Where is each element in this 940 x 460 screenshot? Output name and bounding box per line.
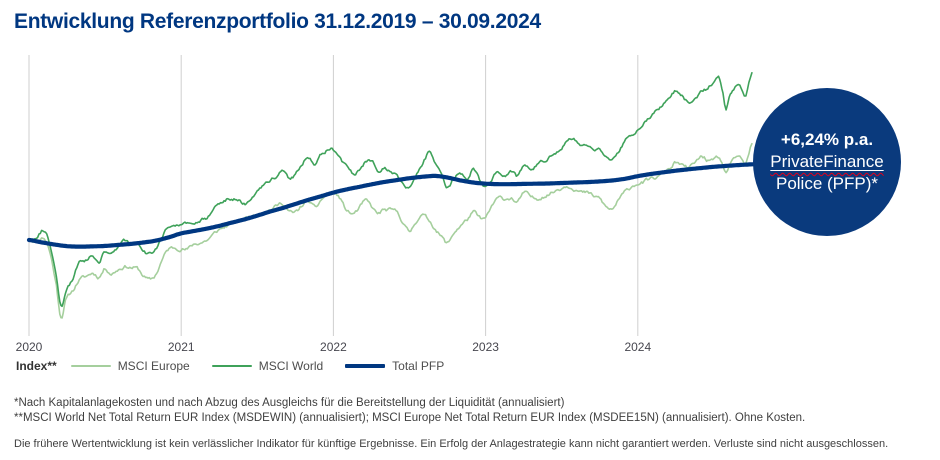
chart-legend: Index** MSCI Europe MSCI World Total PFP: [16, 359, 466, 373]
legend-label-msci-europe: MSCI Europe: [117, 359, 190, 373]
legend-label-msci-world: MSCI World: [258, 359, 324, 373]
total-pfp-swatch-icon: [345, 364, 386, 368]
performance-badge: +6,24% p.a. PrivateFinance Police (PFP)*: [753, 88, 901, 236]
legend-title: Index**: [16, 359, 57, 373]
msci-world-swatch-icon: [211, 365, 252, 367]
x-axis-label-2022: 2022: [320, 340, 347, 354]
page-title: Entwicklung Referenzportfolio 31.12.2019…: [14, 10, 541, 33]
risk-disclaimer: Die frühere Wertentwicklung ist kein ver…: [14, 438, 889, 450]
badge-return-value: +6,24% p.a.: [780, 130, 874, 149]
series-line-msci-europe: [28, 142, 753, 319]
x-axis-label-2023: 2023: [472, 340, 499, 354]
badge-product-name: PrivateFinance: [770, 152, 884, 171]
series-line-total-pfp: [26, 161, 770, 249]
legend-item-msci-europe: MSCI Europe: [70, 359, 190, 373]
legend-item-msci-world: MSCI World: [211, 359, 324, 373]
footnote-liquidity: *Nach Kapitalanlagekosten und nach Abzug…: [14, 397, 565, 409]
x-axis-label-2024: 2024: [624, 340, 651, 354]
legend-label-total-pfp: Total PFP: [392, 359, 445, 373]
footnote-indices: **MSCI World Net Total Return EUR Index …: [14, 412, 806, 424]
x-axis-label-2020: 2020: [16, 340, 43, 354]
msci-europe-swatch-icon: [70, 365, 111, 367]
legend-item-total-pfp: Total PFP: [345, 359, 444, 373]
x-axis-label-2021: 2021: [168, 340, 195, 354]
badge-product-name-line2: Police (PFP)*: [775, 174, 879, 193]
footnotes: *Nach Kapitalanlagekosten und nach Abzug…: [14, 396, 805, 426]
series-line-msci-world: [28, 72, 753, 308]
